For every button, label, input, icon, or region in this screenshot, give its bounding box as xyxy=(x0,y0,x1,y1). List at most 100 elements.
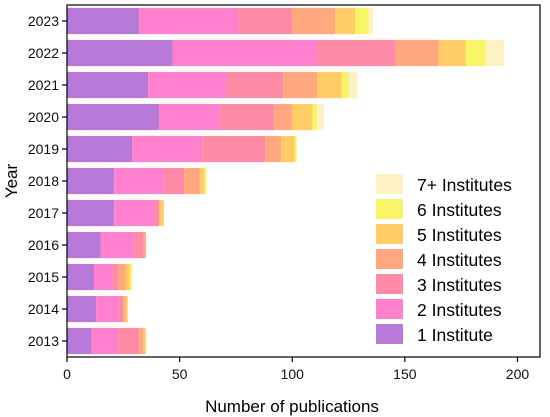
legend-label: 3 Institutes xyxy=(417,275,502,295)
bar-2020-series-4 xyxy=(274,103,293,131)
legend-label: 2 Institutes xyxy=(417,300,502,320)
x-tick-label: 100 xyxy=(281,366,305,382)
legend-label: 7+ Institutes xyxy=(417,175,512,195)
y-tick-label: 2019 xyxy=(28,141,59,157)
bar-2022-series-1 xyxy=(67,39,173,67)
bar-2020-series-6 xyxy=(312,103,318,131)
bar-2022-series-7 xyxy=(485,39,504,67)
legend-label: 6 Institutes xyxy=(417,200,502,220)
bar-2017-series-5 xyxy=(159,199,164,227)
bar-2015-series-5 xyxy=(125,263,131,291)
bar-2014-series-2 xyxy=(96,295,119,323)
bar-2020-series-5 xyxy=(292,103,313,131)
legend-label: 1 Institute xyxy=(417,325,493,345)
bar-2013-series-4 xyxy=(139,327,144,355)
bars-layer xyxy=(67,7,504,355)
bar-2020-series-1 xyxy=(67,103,160,131)
bar-2021-series-5 xyxy=(317,71,342,99)
bar-2015-series-3 xyxy=(112,263,119,291)
y-tick-label: 2017 xyxy=(28,205,59,221)
bar-2016-series-4 xyxy=(143,231,146,259)
legend-swatch xyxy=(376,324,403,344)
bar-2019-series-1 xyxy=(67,135,133,163)
y-tick-label: 2023 xyxy=(28,13,59,29)
legend-label: 5 Institutes xyxy=(417,225,502,245)
y-tick-label: 2016 xyxy=(28,237,59,253)
legend: 7+ Institutes 6 Institutes 5 Institutes 4 I… xyxy=(376,174,512,345)
bar-2023-series-3 xyxy=(238,7,293,35)
bar-2013-series-3 xyxy=(118,327,140,355)
legend-swatch xyxy=(376,299,403,319)
bar-2016-series-1 xyxy=(67,231,101,259)
bar-2017-series-1 xyxy=(67,199,115,227)
bar-2021-series-2 xyxy=(148,71,227,99)
bar-2013-series-5 xyxy=(143,327,146,355)
x-tick-label: 0 xyxy=(63,366,71,382)
y-tick-label: 2021 xyxy=(28,77,59,93)
y-tick-label: 2018 xyxy=(28,173,59,189)
legend-label: 4 Institutes xyxy=(417,250,502,270)
bar-2023-series-5 xyxy=(335,7,356,35)
bar-2015-series-2 xyxy=(94,263,113,291)
x-tick-label: 150 xyxy=(393,366,417,382)
bar-2019-series-6 xyxy=(294,135,297,163)
bar-2021-series-4 xyxy=(283,71,318,99)
bar-2014-series-1 xyxy=(67,295,97,323)
axes-layer: 0 50 100 150 200 2013 2014 2015 2016 2017 2018 2019… xyxy=(28,4,541,382)
bar-2023-series-4 xyxy=(292,7,336,35)
bar-2015-series-6 xyxy=(130,263,133,291)
bar-2018-series-5 xyxy=(199,167,205,195)
bar-2018-series-6 xyxy=(204,167,207,195)
y-axis-title: Year xyxy=(2,163,21,198)
legend-swatch xyxy=(376,224,403,244)
y-tick-label: 2014 xyxy=(28,301,59,317)
bar-2022-series-4 xyxy=(395,39,439,67)
bar-2021-series-1 xyxy=(67,71,149,99)
bar-2020-series-2 xyxy=(159,103,221,131)
bar-2013-series-2 xyxy=(91,327,119,355)
bar-2016-series-2 xyxy=(100,231,135,259)
bar-2014-series-3 xyxy=(118,295,124,323)
bar-2021-series-6 xyxy=(341,71,349,99)
y-tick-label: 2013 xyxy=(28,333,59,349)
bar-2018-series-3 xyxy=(163,167,185,195)
legend-swatch xyxy=(376,274,403,294)
legend-swatch xyxy=(376,174,403,194)
bar-2023-series-7 xyxy=(368,7,374,35)
bar-2014-series-5 xyxy=(125,295,128,323)
bar-2017-series-3 xyxy=(154,199,160,227)
bar-2022-series-2 xyxy=(172,39,318,67)
bar-2018-series-2 xyxy=(114,167,164,195)
y-tick-label: 2020 xyxy=(28,109,59,125)
x-tick-label: 50 xyxy=(172,366,188,382)
bar-2019-series-5 xyxy=(280,135,295,163)
bar-2022-series-3 xyxy=(317,39,396,67)
legend-swatch xyxy=(376,249,403,269)
bar-2019-series-3 xyxy=(202,135,266,163)
bar-2017-series-2 xyxy=(114,199,155,227)
bar-2018-series-4 xyxy=(184,167,200,195)
y-tick-label: 2022 xyxy=(28,45,59,61)
x-axis-title: Number of publications xyxy=(205,397,379,416)
bar-2018-series-1 xyxy=(67,167,115,195)
legend-swatch xyxy=(376,199,403,219)
x-tick-label: 200 xyxy=(506,366,530,382)
bar-2023-series-2 xyxy=(139,7,239,35)
bar-2015-series-1 xyxy=(67,263,95,291)
bar-2021-series-7 xyxy=(348,71,358,99)
bar-2016-series-3 xyxy=(134,231,144,259)
bar-2019-series-4 xyxy=(265,135,281,163)
bar-2023-series-6 xyxy=(355,7,369,35)
bar-2019-series-2 xyxy=(132,135,203,163)
bar-2022-series-5 xyxy=(438,39,466,67)
bar-2015-series-4 xyxy=(118,263,126,291)
bar-2023-series-1 xyxy=(67,7,140,35)
bar-2014-series-4 xyxy=(123,295,126,323)
bar-2020-series-3 xyxy=(220,103,275,131)
y-tick-label: 2015 xyxy=(28,269,59,285)
bar-2020-series-7 xyxy=(317,103,324,131)
bar-2013-series-1 xyxy=(67,327,92,355)
bar-2022-series-6 xyxy=(465,39,486,67)
